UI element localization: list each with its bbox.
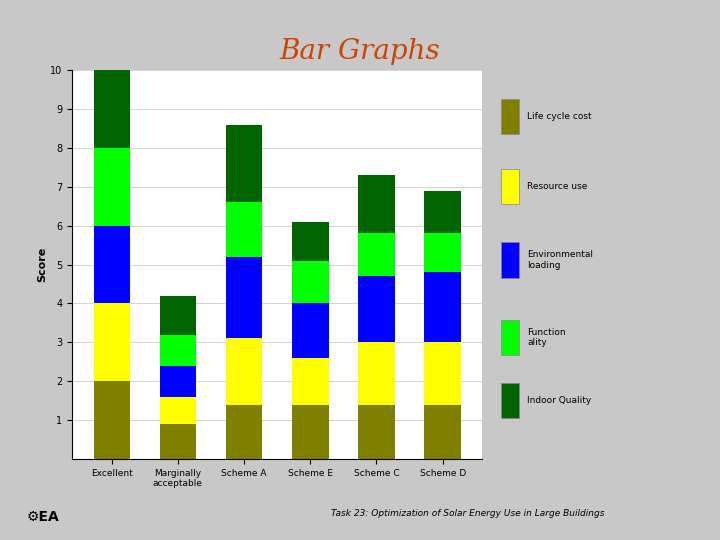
Text: Resource use: Resource use: [527, 182, 588, 191]
Bar: [292, 404, 328, 459]
Text: Task 23: Optimization of Solar Energy Use in Large Buildings: Task 23: Optimization of Solar Energy Us…: [331, 509, 605, 518]
Bar: [501, 98, 519, 133]
Bar: [359, 175, 395, 233]
Bar: [359, 404, 395, 459]
Bar: [160, 366, 196, 397]
Bar: [425, 233, 461, 272]
Bar: [292, 358, 328, 404]
Bar: [359, 276, 395, 342]
Bar: [94, 70, 130, 148]
Bar: [425, 404, 461, 459]
Bar: [425, 272, 461, 342]
Bar: [160, 335, 196, 366]
Bar: [501, 168, 519, 204]
Y-axis label: Score: Score: [37, 247, 48, 282]
Bar: [94, 148, 130, 226]
Bar: [359, 233, 395, 276]
Text: Bar Graphs: Bar Graphs: [279, 38, 441, 65]
Bar: [425, 191, 461, 233]
Bar: [160, 397, 196, 424]
Bar: [226, 202, 262, 257]
Text: Environmental
loading: Environmental loading: [527, 251, 593, 269]
Bar: [425, 342, 461, 404]
Bar: [292, 303, 328, 358]
Bar: [94, 381, 130, 459]
Bar: [292, 222, 328, 261]
Bar: [94, 303, 130, 381]
Text: Function
ality: Function ality: [527, 328, 566, 347]
Bar: [226, 339, 262, 404]
Bar: [160, 296, 196, 335]
Bar: [359, 342, 395, 404]
Bar: [160, 424, 196, 459]
Bar: [501, 320, 519, 355]
Bar: [226, 125, 262, 202]
Bar: [226, 404, 262, 459]
Text: ⚙EA: ⚙EA: [27, 510, 60, 524]
Text: Indoor Quality: Indoor Quality: [527, 396, 591, 405]
Bar: [94, 226, 130, 303]
Bar: [501, 242, 519, 278]
Text: Life cycle cost: Life cycle cost: [527, 112, 592, 120]
Bar: [292, 261, 328, 303]
Bar: [226, 257, 262, 339]
Bar: [501, 383, 519, 418]
